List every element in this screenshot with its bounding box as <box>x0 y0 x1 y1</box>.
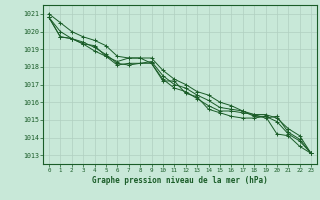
X-axis label: Graphe pression niveau de la mer (hPa): Graphe pression niveau de la mer (hPa) <box>92 176 268 185</box>
